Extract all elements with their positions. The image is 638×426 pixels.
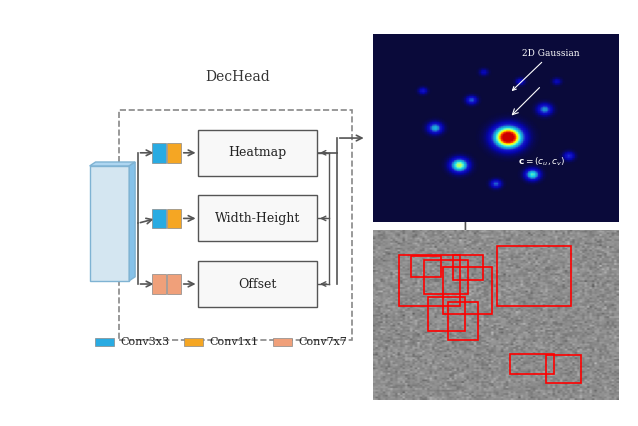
Text: Offset: Offset [239,277,277,291]
Text: Heatmap: Heatmap [228,146,287,159]
Bar [546,355,581,383]
FancyBboxPatch shape [272,338,292,346]
Text: $\mathbf{c}=(c_u, c_v)$: $\mathbf{c}=(c_u, c_v)$ [518,155,565,168]
Polygon shape [89,162,135,166]
Bar [453,255,482,280]
Text: Heatmap Visualization: Heatmap Visualization [398,230,533,243]
FancyBboxPatch shape [94,338,114,346]
FancyBboxPatch shape [167,274,181,294]
FancyBboxPatch shape [198,261,317,307]
Bar [424,260,468,294]
Bar [443,267,493,314]
Bar [510,354,554,374]
Bar [429,297,465,331]
FancyBboxPatch shape [198,196,317,242]
FancyBboxPatch shape [167,209,181,228]
Text: Conv3x3: Conv3x3 [121,337,170,347]
Polygon shape [89,166,129,281]
FancyBboxPatch shape [184,338,204,346]
Text: Conv7x7: Conv7x7 [299,337,347,347]
Text: 2D Gaussian: 2D Gaussian [512,49,580,90]
Bar [399,255,461,306]
Text: Decoded BBoxes: Decoded BBoxes [415,366,516,378]
Bar [412,256,441,277]
FancyBboxPatch shape [152,209,165,228]
FancyBboxPatch shape [198,130,317,176]
Bar [448,302,478,340]
FancyBboxPatch shape [152,274,165,294]
Bar [497,246,571,306]
FancyBboxPatch shape [167,143,181,163]
Text: DecHead: DecHead [205,70,271,84]
Text: Conv1x1: Conv1x1 [209,337,258,347]
FancyBboxPatch shape [152,143,165,163]
Text: Width-Height: Width-Height [215,212,300,225]
Polygon shape [129,162,135,281]
